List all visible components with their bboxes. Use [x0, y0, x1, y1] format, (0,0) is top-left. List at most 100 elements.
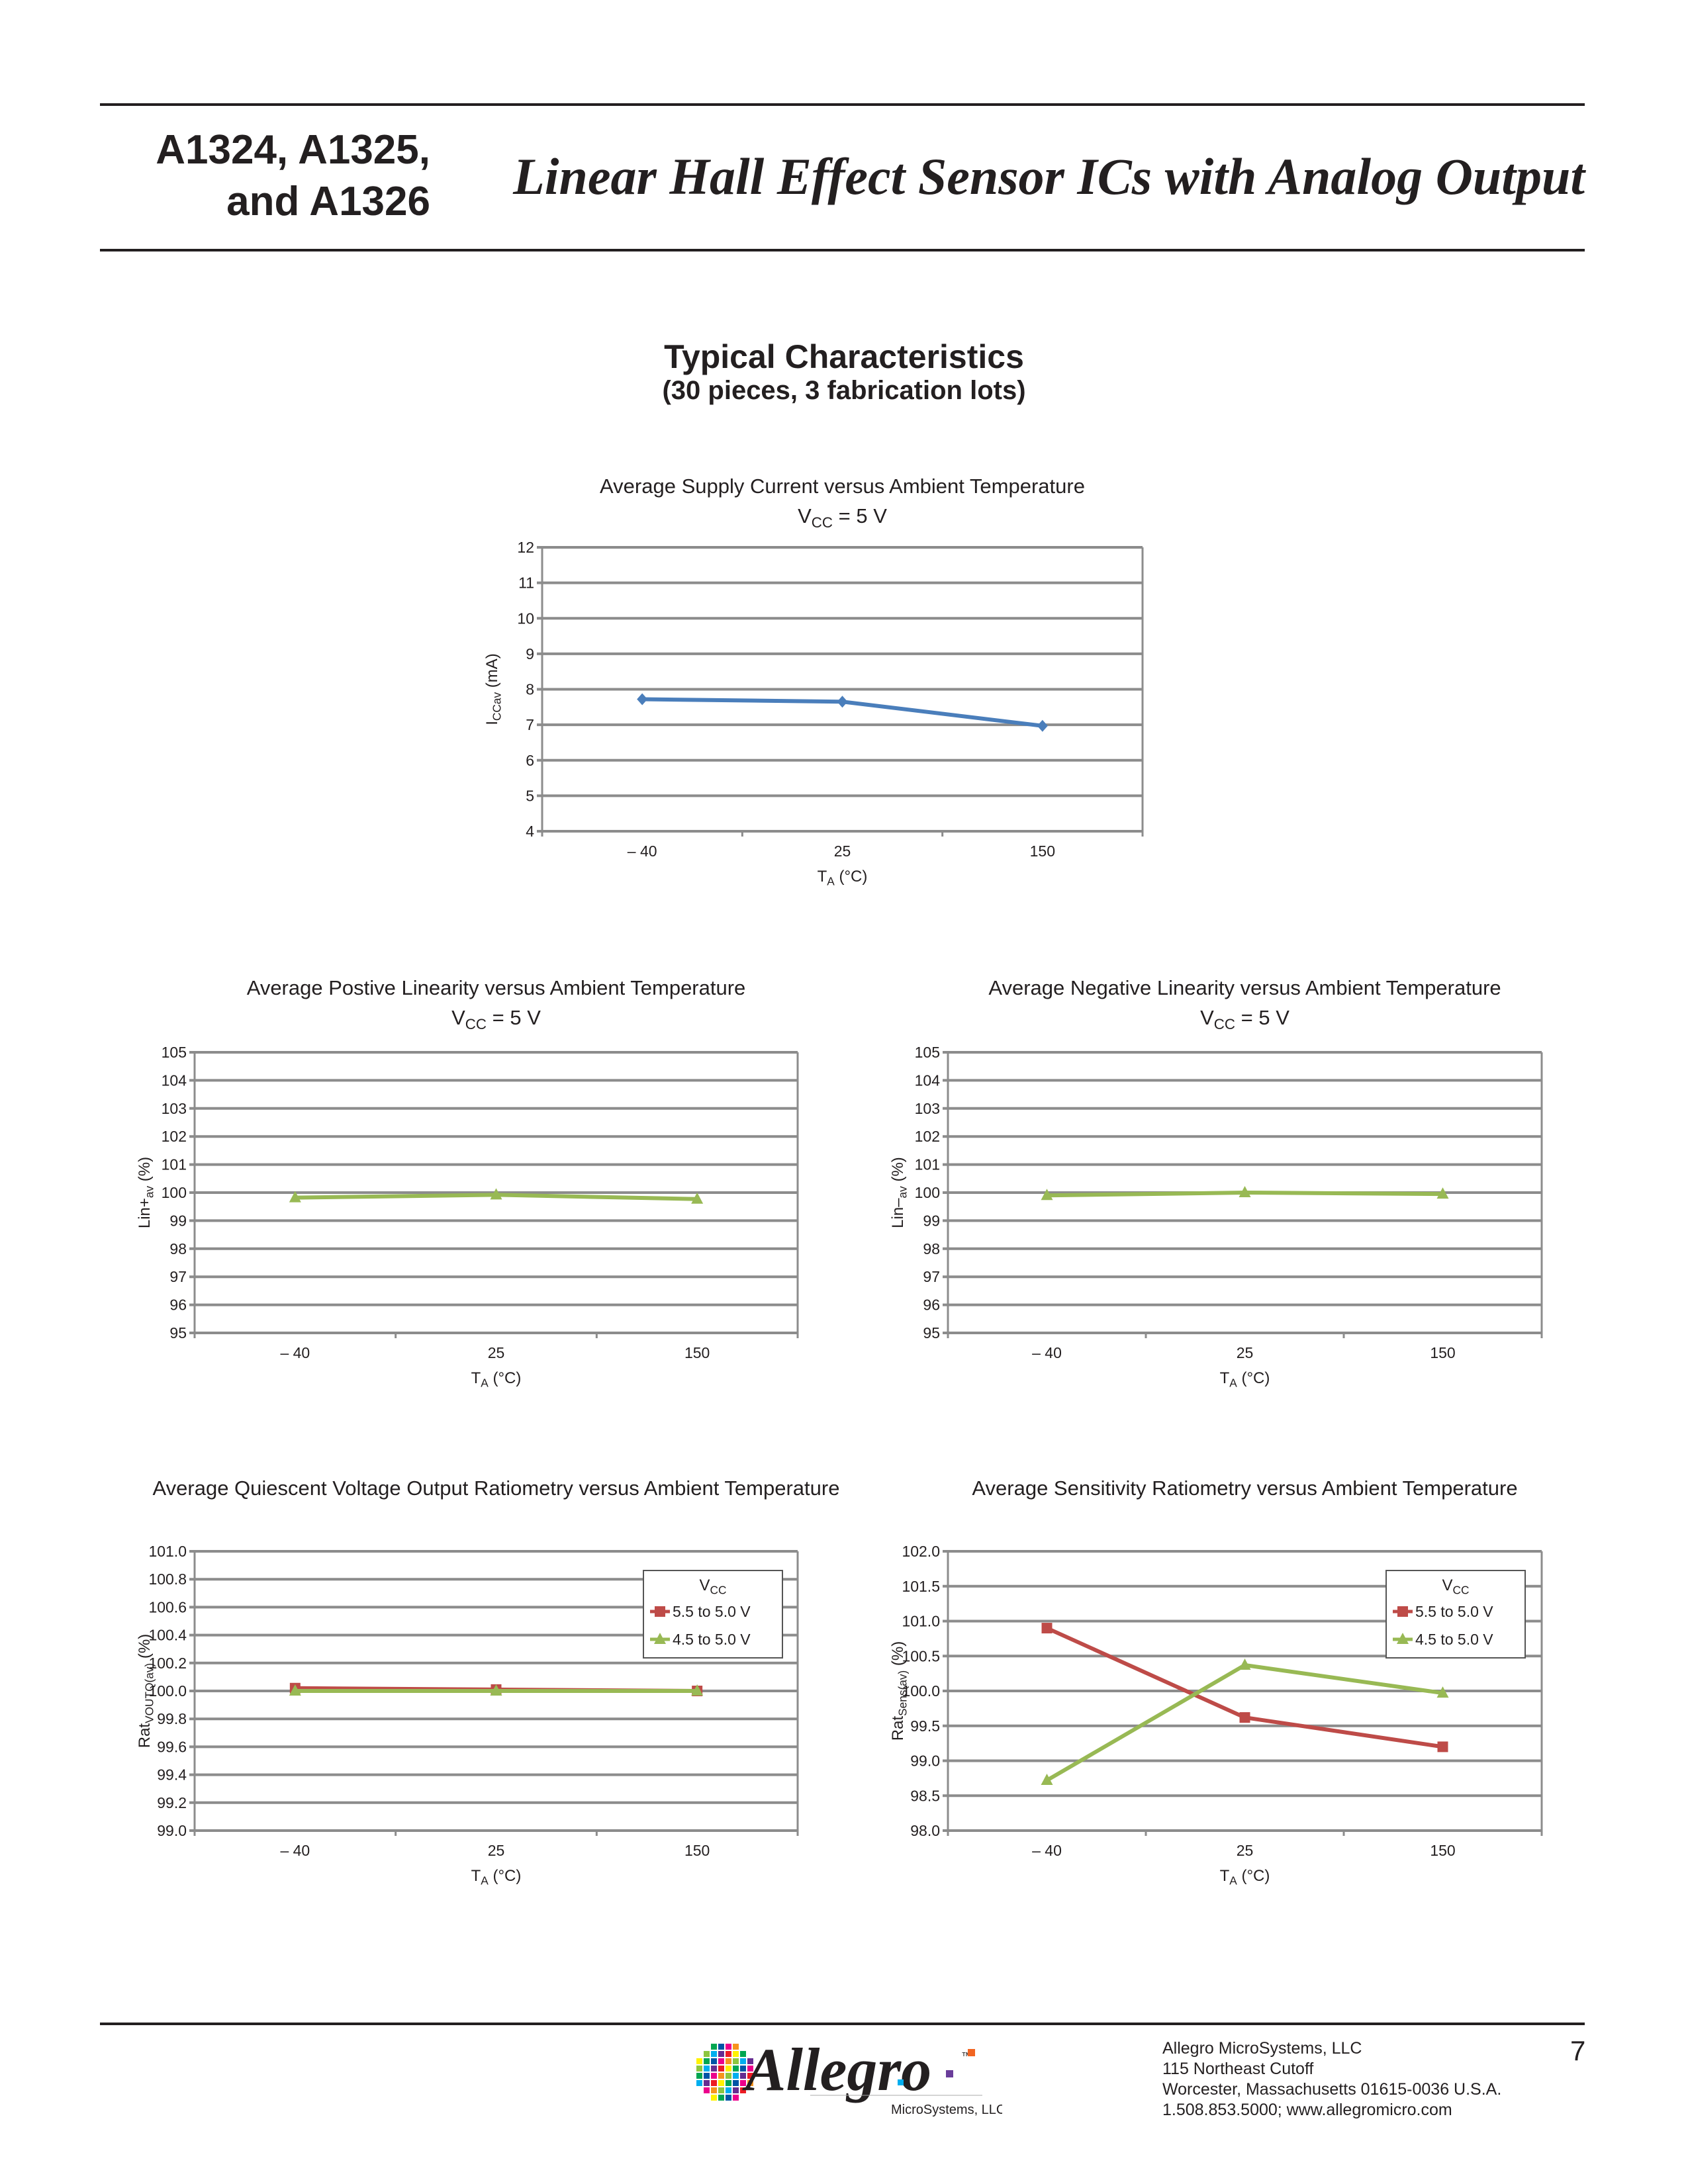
- x-tick-label: 25: [1237, 1344, 1254, 1361]
- x-axis-label-main: T: [471, 1369, 481, 1387]
- chart-4: Average Sensitivity Ratiometry versus Am…: [889, 1477, 1543, 1887]
- y-tick-label: 99: [923, 1212, 940, 1229]
- logo-wordmark: Allegro: [742, 2036, 931, 2103]
- y-tick-label: 99.0: [157, 1822, 187, 1839]
- logo-dot: [740, 2087, 746, 2093]
- legend: VCC 5.5 to 5.0 V 4.5 to 5.0 V: [1385, 1570, 1526, 1659]
- legend-title-sub: CC: [1453, 1583, 1470, 1596]
- x-axis-label: TA (°C): [1220, 1369, 1270, 1389]
- x-axis-label-rest: (°C): [835, 868, 868, 886]
- chart-subtitle: VCC = 5 V: [1200, 1006, 1289, 1032]
- y-tick-label: 100.0: [902, 1682, 940, 1700]
- logo-dot: [747, 2073, 753, 2079]
- logo-dot: [726, 2066, 731, 2071]
- chart-0: Average Supply Current versus Ambient Te…: [483, 475, 1144, 887]
- x-axis-label-rest: (°C): [489, 1867, 522, 1885]
- legend-title-sub: CC: [710, 1583, 727, 1596]
- y-tick-label: 104: [915, 1071, 941, 1089]
- logo-dot: [733, 2066, 739, 2071]
- chart-subtitle-rest: = 5 V: [833, 504, 887, 527]
- y-tick-label: 8: [526, 681, 534, 698]
- x-tick-label: 25: [1237, 1842, 1254, 1859]
- section-title: Typical Characteristics: [664, 338, 1024, 375]
- y-tick-label: 96: [169, 1297, 187, 1314]
- x-tick-label: – 40: [1032, 1842, 1062, 1859]
- logo-dot: [726, 2080, 731, 2086]
- logo-dot: [726, 2051, 731, 2057]
- y-tick-label: 101.0: [148, 1543, 187, 1560]
- logo-dot: [704, 2051, 710, 2057]
- y-tick-label: 7: [526, 716, 534, 733]
- logo-dot: [711, 2095, 717, 2101]
- y-tick-label: 98: [923, 1240, 940, 1257]
- y-axis-label-main: Rat: [889, 1716, 907, 1741]
- chart-subtitle: VCC = 5 V: [451, 1006, 541, 1032]
- allegro-logo: Allegro ™ MicroSystems, LLC: [691, 2029, 1006, 2122]
- y-tick-label: 99.8: [157, 1710, 187, 1727]
- y-tick-label: 97: [169, 1268, 187, 1285]
- x-tick-label: 150: [1430, 1344, 1455, 1361]
- x-tick-label: 150: [684, 1842, 710, 1859]
- y-axis-label-rest: (%): [889, 1157, 907, 1186]
- y-tick-label: 100.2: [148, 1655, 187, 1672]
- logo-dot: [704, 2073, 710, 2079]
- address-line2: Worcester, Massachusetts 01615-0036 U.S.…: [1162, 2080, 1502, 2099]
- section-subtitle: (30 pieces, 3 fabrication lots): [662, 376, 1026, 405]
- y-tick-label: 6: [526, 752, 534, 769]
- y-axis-label: Lin–av (%): [889, 1157, 909, 1228]
- logo-dot: [711, 2087, 717, 2093]
- chart-subtitle-main: V: [1200, 1006, 1214, 1029]
- chart-subtitle-main: V: [798, 504, 812, 527]
- y-tick-label: 97: [923, 1268, 940, 1285]
- x-axis-label-main: T: [818, 868, 827, 886]
- logo-dot: [747, 2080, 753, 2086]
- legend-entry: 5.5 to 5.0 V: [673, 1603, 751, 1620]
- logo-dot: [711, 2080, 717, 2086]
- x-axis-label-rest: (°C): [1237, 1867, 1270, 1885]
- y-tick-label: 95: [169, 1324, 187, 1342]
- y-tick-label: 99: [169, 1212, 187, 1229]
- y-tick-label: 100.5: [902, 1647, 940, 1664]
- logo-dot: [733, 2095, 739, 2101]
- chart-subtitle: VCC = 5 V: [798, 504, 887, 531]
- chart-1: Average Postive Linearity versus Ambient…: [136, 976, 799, 1389]
- y-axis-label-sub: Sens(av): [896, 1670, 909, 1716]
- x-tick-label: 25: [488, 1842, 505, 1859]
- y-axis-label-main: Lin–: [889, 1198, 907, 1228]
- legend-title: VCC: [1442, 1576, 1470, 1596]
- x-tick-label: – 40: [280, 1344, 310, 1361]
- y-tick-label: 99.0: [910, 1752, 940, 1770]
- company-address: Allegro MicroSystems, LLC 115 Northeast …: [1162, 2038, 1501, 2120]
- logo-dot: [704, 2087, 710, 2093]
- logo-dot: [711, 2073, 717, 2079]
- logo-dot: [704, 2080, 710, 2086]
- y-tick-label: 10: [517, 610, 534, 627]
- legend-marker: [1397, 1633, 1409, 1644]
- y-tick-label: 99.2: [157, 1794, 187, 1811]
- legend-box: [1385, 1570, 1526, 1659]
- y-tick-label: 101.5: [902, 1578, 940, 1595]
- logo-dot: [704, 2066, 710, 2071]
- logo-dot: [718, 2066, 724, 2071]
- legend-title: VCC: [700, 1576, 727, 1596]
- logo-dot: [726, 2058, 731, 2064]
- legend-marker: [1397, 1606, 1408, 1617]
- logo-dot: [733, 2044, 739, 2050]
- address-line1: 115 Northeast Cutoff: [1162, 2060, 1314, 2078]
- x-tick-label: – 40: [1032, 1344, 1062, 1361]
- x-axis-label-main: T: [1220, 1867, 1230, 1885]
- y-tick-label: 9: [526, 645, 534, 662]
- x-tick-label: 150: [1430, 1842, 1455, 1859]
- data-point: [1239, 1186, 1251, 1197]
- x-axis-label-sub: A: [481, 1376, 489, 1389]
- data-point: [1037, 719, 1048, 732]
- series-0: [1041, 1186, 1449, 1201]
- logo-dot: [718, 2073, 724, 2079]
- y-axis-label-sub: VOUTQ(av): [142, 1663, 156, 1723]
- x-axis-label: TA (°C): [1220, 1867, 1270, 1887]
- chart-subtitle-main: V: [451, 1006, 465, 1029]
- series-0: [637, 693, 1048, 732]
- y-tick-label: 103: [162, 1100, 187, 1117]
- chart-title: Average Negative Linearity versus Ambien…: [988, 976, 1501, 999]
